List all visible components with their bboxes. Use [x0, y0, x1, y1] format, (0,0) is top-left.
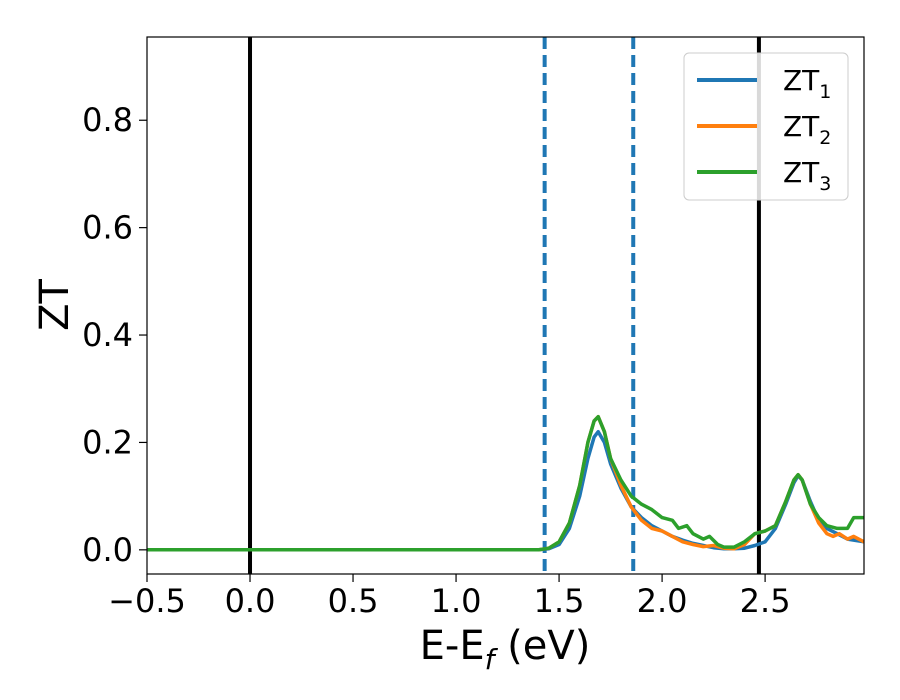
legend-label-zt2: ZT2	[783, 110, 831, 149]
y-tick-label: 0.4	[82, 316, 133, 354]
series-lines	[147, 414, 864, 552]
legend-label-zt1-sub: 1	[819, 81, 831, 103]
series-line-zt3	[147, 414, 864, 552]
legend-label-zt1: ZT1	[783, 64, 831, 103]
x-tick-label: 1.0	[431, 582, 482, 620]
y-axis-title: ZT	[32, 279, 78, 331]
y-tick-label: 0.2	[82, 423, 133, 461]
legend-label-zt3-base: ZT	[783, 156, 820, 189]
legend-label-zt1-base: ZT	[783, 64, 820, 97]
y-tick-label: 0.8	[82, 101, 133, 139]
x-tick-label: −0.5	[108, 582, 186, 620]
y-tick-label: 0.6	[82, 209, 133, 247]
legend-label-zt2-sub: 2	[819, 127, 831, 149]
x-axis-title-main: E-E	[420, 623, 485, 669]
x-tick-label: 1.5	[534, 582, 585, 620]
axis-ticks: −0.5 0.0 0.5 1.0 1.5 2.0 2.5 0.0 0.2 0.4 0.6 0.8	[82, 101, 790, 620]
y-tick-label: 0.0	[82, 531, 133, 569]
legend: ZT1 ZT2 ZT3	[683, 52, 849, 201]
x-tick-label: 2.5	[740, 582, 791, 620]
plot-frame	[146, 36, 865, 575]
legend-label-zt3: ZT3	[783, 156, 831, 195]
x-tick-label: 0.5	[328, 582, 379, 620]
legend-label-zt2-base: ZT	[783, 110, 820, 143]
x-axis-title-tail: (eV)	[494, 623, 590, 669]
x-tick-label: 0.0	[225, 582, 276, 620]
legend-label-zt3-sub: 3	[819, 173, 831, 195]
x-tick-label: 2.0	[637, 582, 688, 620]
legend-box	[683, 52, 849, 201]
x-axis-title: E-Ef (eV)	[420, 623, 591, 676]
